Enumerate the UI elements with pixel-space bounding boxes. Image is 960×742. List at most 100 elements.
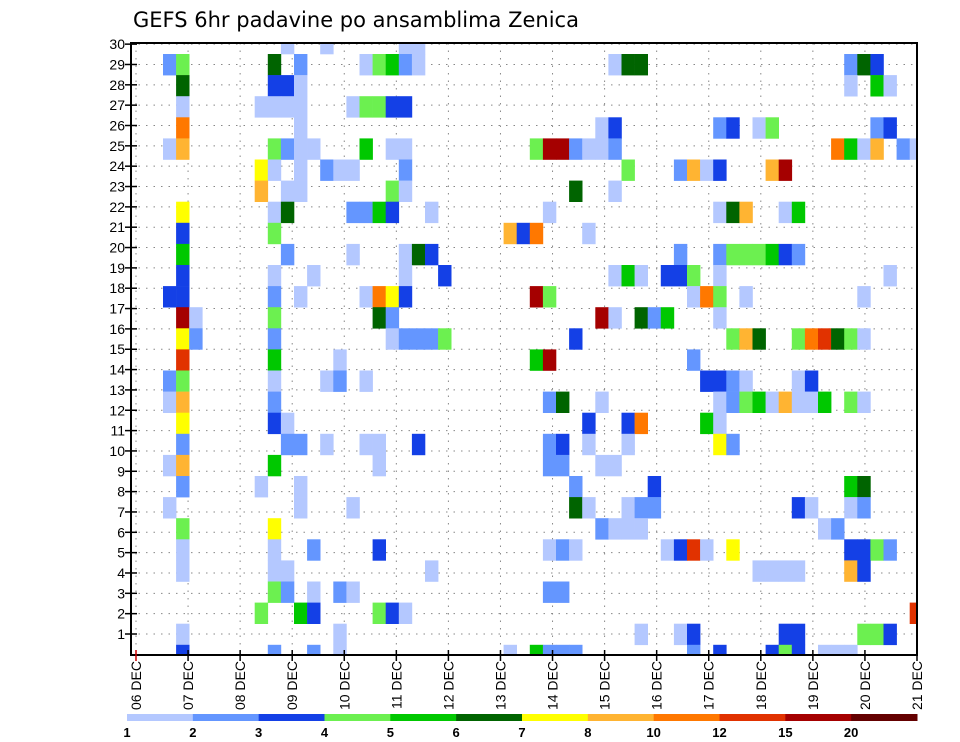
y-axis: 1234567891011121314151617181920212223242… (109, 36, 137, 642)
heatmap-cell (438, 265, 452, 287)
x-tick-label: 10 DEC (336, 661, 352, 710)
heatmap-cell (307, 539, 321, 561)
x-tick-label: 15 DEC (597, 661, 613, 710)
heatmap-cell (831, 644, 845, 655)
heatmap-cell (372, 433, 386, 456)
heatmap-cell (673, 539, 688, 561)
heatmap-cell (673, 159, 688, 181)
heatmap-cell (267, 138, 282, 160)
heatmap-cell (752, 560, 766, 582)
heatmap-cell (294, 497, 308, 519)
heatmap-cell (176, 370, 190, 392)
heatmap-cell (176, 412, 190, 435)
legend-label: 10 (646, 725, 660, 740)
heatmap-cell (359, 433, 373, 456)
legend-swatch (324, 714, 391, 721)
x-tick-label: 09 DEC (284, 661, 300, 710)
heatmap-cell (280, 75, 295, 97)
heatmap-cell (687, 265, 701, 287)
heatmap-cell (804, 497, 819, 519)
heatmap-cell (673, 243, 688, 266)
y-tick-label: 20 (109, 240, 125, 256)
heatmap-cell (359, 54, 373, 76)
heatmap-cell (687, 623, 701, 646)
heatmap-cell (398, 243, 413, 266)
heatmap-cell (621, 265, 635, 287)
y-tick-label: 1 (117, 626, 125, 642)
heatmap-cell (804, 391, 819, 413)
heatmap-cell (529, 222, 544, 245)
heatmap-cell (621, 433, 635, 456)
heatmap-cell (163, 138, 177, 160)
y-tick-label: 19 (109, 260, 125, 276)
heatmap-cell (582, 412, 596, 435)
heatmap-cell (176, 623, 190, 646)
heatmap-cell (385, 138, 400, 160)
heatmap-cell (294, 159, 308, 181)
heatmap-cell (778, 159, 793, 181)
heatmap-cell (844, 391, 858, 413)
heatmap-cell (163, 370, 177, 392)
heatmap-cell (608, 518, 622, 540)
heatmap-cell (542, 433, 557, 456)
heatmap-cell (267, 349, 282, 371)
heatmap-cell (870, 75, 884, 97)
heatmap-cell (359, 286, 373, 308)
heatmap-cell (163, 391, 177, 413)
heatmap-cell (267, 412, 282, 435)
heatmap-cell (294, 286, 308, 308)
heatmap-cell (529, 138, 544, 160)
heatmap-cell (726, 243, 740, 266)
heatmap-cell (844, 328, 858, 350)
heatmap-cell (346, 497, 360, 519)
heatmap-cell (687, 349, 701, 371)
heatmap-cell (359, 96, 373, 118)
heatmap-cell (726, 117, 740, 139)
heatmap-cell (765, 243, 779, 266)
heatmap-cell (844, 54, 858, 76)
x-tick-label: 13 DEC (492, 661, 508, 710)
heatmap-cell (411, 243, 426, 266)
heatmap-cell (608, 138, 622, 160)
heatmap-cell (700, 286, 714, 308)
heatmap-cell (294, 433, 308, 456)
heatmap-cell (883, 75, 897, 97)
heatmap-cell (425, 243, 439, 266)
heatmap-cell (621, 54, 635, 76)
heatmap-cell (582, 497, 596, 519)
x-axis: 06 DEC 07 DEC 08 DEC 09 DEC 10 DEC 11 DEC 12 D… (128, 650, 925, 710)
heatmap-cell (294, 117, 308, 139)
heatmap-cell (857, 328, 871, 350)
heatmap-cell (700, 370, 714, 392)
heatmap-cell (700, 539, 714, 561)
legend-swatch (719, 714, 786, 721)
heatmap-cell (569, 328, 583, 350)
heatmap-cell (857, 539, 871, 561)
heatmap-cell (254, 96, 269, 118)
heatmap-cell (791, 623, 806, 646)
heatmap-cell (346, 243, 360, 266)
legend-label: 4 (321, 725, 329, 740)
heatmap-cell (267, 159, 282, 181)
legend-swatch (390, 714, 457, 721)
heatmap-cell (411, 433, 426, 456)
heatmap-cell (739, 243, 753, 266)
heatmap-cell (398, 159, 413, 181)
heatmap-cell (752, 117, 766, 139)
heatmap-cell (307, 265, 321, 287)
y-tick-label: 10 (109, 443, 125, 459)
heatmap-cell (372, 201, 386, 224)
heatmap-cell (791, 497, 806, 519)
heatmap-cells (163, 43, 917, 655)
y-tick-label: 13 (109, 382, 125, 398)
heatmap-cell (267, 560, 282, 582)
heatmap-cell (385, 201, 400, 224)
heatmap-cell (804, 328, 819, 350)
heatmap-cell (294, 602, 308, 624)
heatmap-cell (254, 602, 269, 624)
heatmap-cell (778, 243, 793, 266)
heatmap-cell (831, 518, 845, 540)
heatmap-cell (411, 43, 426, 55)
heatmap-cell (280, 201, 295, 224)
